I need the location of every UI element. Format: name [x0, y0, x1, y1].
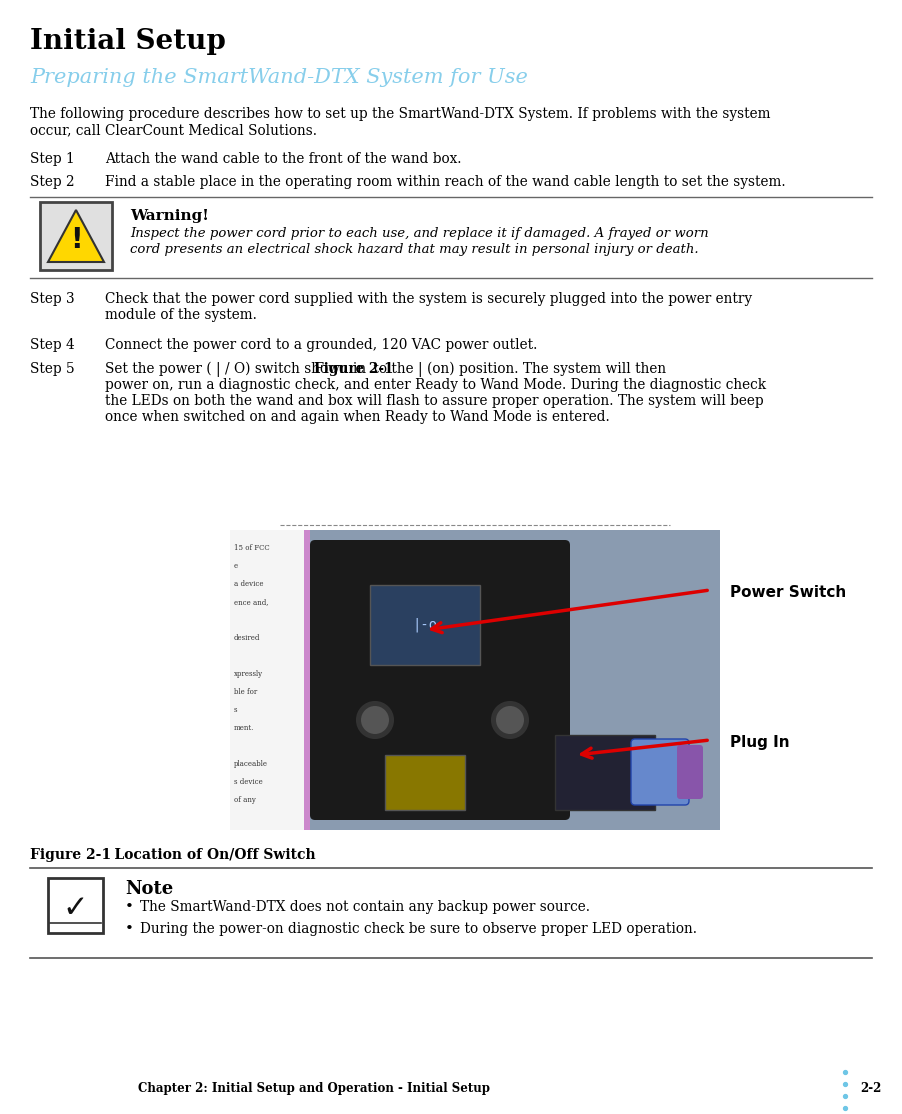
Text: Step 1: Step 1: [30, 152, 75, 166]
Text: ence and,: ence and,: [234, 598, 269, 606]
Text: Power Switch: Power Switch: [730, 585, 846, 600]
Text: The SmartWand-DTX does not contain any backup power source.: The SmartWand-DTX does not contain any b…: [140, 900, 590, 913]
Text: power on, run a diagnostic check, and enter Ready to Wand Mode. During the diagn: power on, run a diagnostic check, and en…: [105, 378, 766, 392]
Text: ment.: ment.: [234, 724, 254, 732]
Text: Step 5: Step 5: [30, 362, 75, 377]
Text: Attach the wand cable to the front of the wand box.: Attach the wand cable to the front of th…: [105, 152, 462, 166]
FancyBboxPatch shape: [310, 540, 570, 820]
Bar: [40, 202, 112, 270]
Text: cord presents an electrical shock hazard that may result in personal injury or d: cord presents an electrical shock hazard…: [130, 243, 699, 256]
Text: The following procedure describes how to set up the SmartWand-DTX System. If pro: The following procedure describes how to…: [30, 107, 770, 121]
Text: Initial Setup: Initial Setup: [30, 28, 226, 55]
Text: module of the system.: module of the system.: [105, 307, 257, 322]
Text: !: !: [69, 226, 82, 254]
Text: Step 4: Step 4: [30, 338, 75, 352]
Text: s: s: [234, 706, 237, 714]
Bar: [230, 530, 310, 830]
FancyBboxPatch shape: [631, 739, 689, 805]
Text: Figure 2-1: Figure 2-1: [314, 362, 393, 377]
Text: desired: desired: [234, 634, 261, 642]
Text: Warning!: Warning!: [130, 209, 209, 223]
Text: 15 of FCC: 15 of FCC: [234, 544, 270, 553]
Text: Find a stable place in the operating room within reach of the wand cable length : Find a stable place in the operating roo…: [105, 175, 786, 189]
Circle shape: [492, 702, 528, 737]
Circle shape: [357, 702, 393, 737]
Polygon shape: [48, 211, 104, 262]
Text: During the power-on diagnostic check be sure to observe proper LED operation.: During the power-on diagnostic check be …: [140, 922, 697, 936]
Text: Chapter 2: Initial Setup and Operation - Initial Setup: Chapter 2: Initial Setup and Operation -…: [138, 1082, 490, 1095]
Bar: [48, 878, 103, 934]
Text: e: e: [234, 561, 238, 570]
Text: to the | (on) position. The system will then: to the | (on) position. The system will …: [369, 362, 666, 378]
Text: Step 2: Step 2: [30, 175, 75, 189]
Text: ble for: ble for: [234, 688, 257, 696]
Text: Set the power ( | / O) switch shown in: Set the power ( | / O) switch shown in: [105, 362, 371, 378]
Text: of any: of any: [234, 797, 256, 804]
Text: 2-2: 2-2: [860, 1082, 881, 1095]
Text: a device: a device: [234, 580, 263, 588]
Text: s device: s device: [234, 778, 262, 786]
Text: Figure 2-1: Figure 2-1: [30, 848, 111, 862]
Text: occur, call ClearCount Medical Solutions.: occur, call ClearCount Medical Solutions…: [30, 123, 317, 137]
Bar: [370, 585, 480, 665]
FancyBboxPatch shape: [677, 745, 703, 799]
Text: Location of On/Off Switch: Location of On/Off Switch: [90, 848, 316, 862]
Text: the LEDs on both the wand and box will flash to assure proper operation. The sys: the LEDs on both the wand and box will f…: [105, 394, 764, 408]
Text: •: •: [125, 922, 133, 936]
Text: ✓: ✓: [63, 895, 88, 924]
Bar: [230, 530, 720, 830]
Bar: [555, 735, 655, 810]
Text: •: •: [125, 900, 133, 913]
Text: Note: Note: [125, 880, 173, 898]
Text: xpressly: xpressly: [234, 670, 263, 678]
Text: once when switched on and again when Ready to Wand Mode is entered.: once when switched on and again when Rea…: [105, 410, 610, 424]
Text: Preparing the SmartWand-DTX System for Use: Preparing the SmartWand-DTX System for U…: [30, 68, 528, 87]
Text: Check that the power cord supplied with the system is securely plugged into the : Check that the power cord supplied with …: [105, 292, 752, 306]
Text: Inspect the power cord prior to each use, and replace it if damaged. A frayed or: Inspect the power cord prior to each use…: [130, 227, 709, 240]
Circle shape: [361, 706, 389, 734]
Text: Step 3: Step 3: [30, 292, 75, 306]
Circle shape: [496, 706, 524, 734]
Text: Plug In: Plug In: [730, 735, 789, 750]
Text: Connect the power cord to a grounded, 120 VAC power outlet.: Connect the power cord to a grounded, 12…: [105, 338, 538, 352]
Text: placeable: placeable: [234, 760, 268, 768]
Bar: [304, 530, 310, 830]
Text: |-o: |-o: [412, 618, 437, 633]
Bar: [385, 755, 465, 810]
